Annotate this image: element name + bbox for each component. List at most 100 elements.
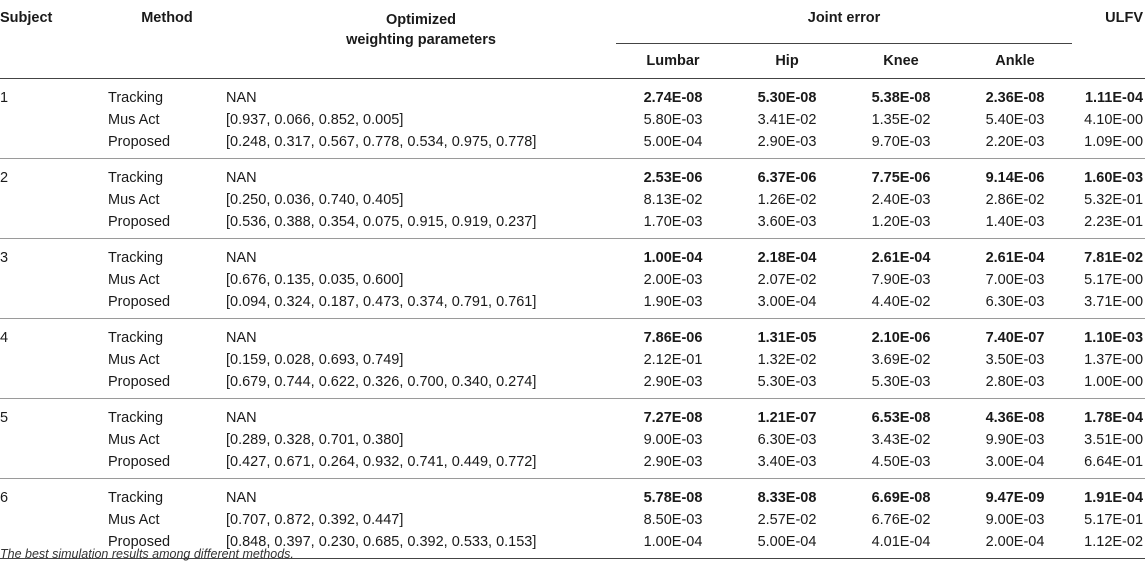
subject-group: 4 Tracking NAN 7.86E-06 1.31E-05 2.10E-06 7.40… [0, 319, 1145, 399]
cell-ankle: 6.30E-03 [985, 294, 1045, 310]
cell-knee: 1.35E-02 [871, 112, 931, 128]
table-row: Mus Act [0.159, 0.028, 0.693, 0.749] 2.12E… [0, 349, 1145, 371]
cell-hip: 8.33E-08 [757, 490, 817, 506]
cell-hip: 1.21E-07 [757, 410, 817, 426]
cell-subject: 5 [0, 410, 9, 426]
header-params-line2: weighting parameters [346, 32, 496, 48]
cell-method: Proposed [108, 214, 171, 230]
cell-knee: 7.75E-06 [871, 170, 931, 186]
cell-lumbar: 8.13E-02 [643, 192, 703, 208]
cell-hip: 5.30E-03 [757, 374, 817, 390]
cell-knee: 5.38E-08 [871, 90, 931, 106]
cell-lumbar: 2.12E-01 [643, 352, 703, 368]
cell-hip: 2.07E-02 [757, 272, 817, 288]
table-row: Proposed [0.248, 0.317, 0.567, 0.778, 0.5… [0, 131, 1145, 159]
table-row: Proposed [0.679, 0.744, 0.622, 0.326, 0.7… [0, 371, 1145, 399]
cell-knee: 6.76E-02 [871, 512, 931, 528]
cell-lumbar: 2.74E-08 [643, 90, 703, 106]
cell-subject: 6 [0, 490, 9, 506]
cell-hip: 1.26E-02 [757, 192, 817, 208]
table-row: 6 Tracking NAN 5.78E-08 8.33E-08 6.69E-08 9.47… [0, 479, 1145, 510]
header-subject: Subject [0, 0, 108, 79]
header-params: Optimized weighting parameters [226, 0, 616, 79]
table-header: Subject Method Optimized weighting param… [0, 0, 1145, 79]
footnote: The best simulation results among differ… [0, 547, 294, 561]
cell-subject [0, 509, 108, 531]
cell-ulfv: 1.10E-03 [1084, 330, 1144, 346]
header-knee: Knee [844, 43, 958, 79]
cell-method: Mus Act [108, 512, 160, 528]
cell-subject [0, 269, 108, 291]
cell-lumbar: 1.00E-04 [643, 250, 703, 266]
cell-hip: 5.30E-08 [757, 90, 817, 106]
cell-ulfv: 5.32E-01 [1084, 192, 1144, 208]
cell-lumbar: 8.50E-03 [643, 512, 703, 528]
cell-ulfv: 7.81E-02 [1084, 250, 1144, 266]
cell-hip: 2.18E-04 [757, 250, 817, 266]
cell-ulfv: 5.17E-00 [1084, 272, 1144, 288]
cell-knee: 5.30E-03 [871, 374, 931, 390]
cell-method: Tracking [108, 170, 164, 186]
cell-method: Mus Act [108, 432, 160, 448]
cell-hip: 2.90E-03 [757, 134, 817, 150]
cell-params: [0.937, 0.066, 0.852, 0.005] [226, 112, 404, 128]
cell-ankle: 3.00E-04 [985, 454, 1045, 470]
header-lumbar: Lumbar [616, 43, 730, 79]
cell-params: [0.427, 0.671, 0.264, 0.932, 0.741, 0.44… [226, 454, 537, 470]
cell-ulfv: 1.00E-00 [1084, 374, 1144, 390]
cell-ankle: 2.00E-04 [985, 534, 1045, 550]
cell-method: Tracking [108, 410, 164, 426]
table-row: 2 Tracking NAN 2.53E-06 6.37E-06 7.75E-06 9.14… [0, 159, 1145, 190]
cell-method: Proposed [108, 534, 171, 550]
header-joint-error: Joint error [616, 0, 1073, 44]
cell-lumbar: 1.00E-04 [643, 534, 703, 550]
subject-group: 1 Tracking NAN 2.74E-08 5.30E-08 5.38E-08 2.36… [0, 79, 1145, 159]
cell-params: NAN [226, 250, 257, 266]
cell-subject [0, 349, 108, 371]
cell-ankle: 9.00E-03 [985, 512, 1045, 528]
cell-lumbar: 2.90E-03 [643, 374, 703, 390]
cell-subject [0, 451, 108, 479]
table-row: 1 Tracking NAN 2.74E-08 5.30E-08 5.38E-08 2.36… [0, 79, 1145, 110]
cell-method: Mus Act [108, 272, 160, 288]
cell-ulfv: 5.17E-01 [1084, 512, 1144, 528]
cell-params: [0.250, 0.036, 0.740, 0.405] [226, 192, 404, 208]
cell-params: [0.289, 0.328, 0.701, 0.380] [226, 432, 404, 448]
cell-knee: 9.70E-03 [871, 134, 931, 150]
cell-params: [0.094, 0.324, 0.187, 0.473, 0.374, 0.79… [226, 294, 537, 310]
cell-hip: 3.41E-02 [757, 112, 817, 128]
cell-ankle: 7.00E-03 [985, 272, 1045, 288]
cell-lumbar: 9.00E-03 [643, 432, 703, 448]
cell-ulfv: 1.09E-00 [1084, 134, 1144, 150]
cell-ulfv: 1.60E-03 [1084, 170, 1144, 186]
cell-lumbar: 2.53E-06 [643, 170, 703, 186]
subject-group: 6 Tracking NAN 5.78E-08 8.33E-08 6.69E-08 9.47… [0, 479, 1145, 559]
cell-subject: 2 [0, 170, 9, 186]
cell-hip: 3.60E-03 [757, 214, 817, 230]
cell-hip: 2.57E-02 [757, 512, 817, 528]
cell-params: [0.676, 0.135, 0.035, 0.600] [226, 272, 404, 288]
cell-knee: 4.50E-03 [871, 454, 931, 470]
cell-ankle: 2.36E-08 [985, 90, 1045, 106]
cell-lumbar: 1.70E-03 [643, 214, 703, 230]
cell-ankle: 2.61E-04 [985, 250, 1045, 266]
cell-subject [0, 371, 108, 399]
cell-knee: 4.01E-04 [871, 534, 931, 550]
table-row: 4 Tracking NAN 7.86E-06 1.31E-05 2.10E-06 7.40… [0, 319, 1145, 350]
cell-method: Tracking [108, 250, 164, 266]
cell-ankle: 1.40E-03 [985, 214, 1045, 230]
cell-knee: 1.20E-03 [871, 214, 931, 230]
cell-lumbar: 5.00E-04 [643, 134, 703, 150]
cell-method: Proposed [108, 454, 171, 470]
cell-knee: 7.90E-03 [871, 272, 931, 288]
cell-params: [0.707, 0.872, 0.392, 0.447] [226, 512, 404, 528]
cell-params: [0.848, 0.397, 0.230, 0.685, 0.392, 0.53… [226, 534, 537, 550]
cell-subject: 1 [0, 90, 9, 106]
cell-ankle: 4.36E-08 [985, 410, 1045, 426]
header-method: Method [108, 0, 226, 79]
cell-knee: 6.53E-08 [871, 410, 931, 426]
cell-lumbar: 5.78E-08 [643, 490, 703, 506]
cell-knee: 3.69E-02 [871, 352, 931, 368]
cell-knee: 2.61E-04 [871, 250, 931, 266]
cell-subject [0, 211, 108, 239]
